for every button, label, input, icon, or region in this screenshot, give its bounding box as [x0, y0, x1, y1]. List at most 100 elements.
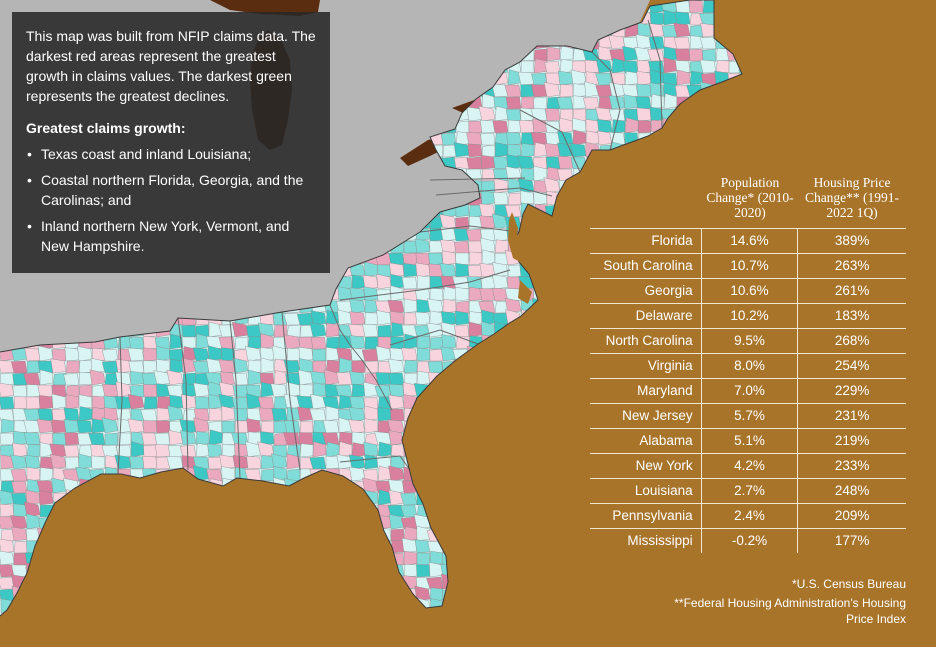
- county-cell: [728, 156, 742, 170]
- county-cell: [559, 45, 574, 62]
- county-cell: [39, 550, 54, 566]
- county-cell: [38, 395, 54, 410]
- county-cell: [741, 59, 742, 74]
- county-cell: [480, 155, 496, 170]
- county-cell: [467, 264, 483, 278]
- claims-growth-list: Texas coast and inland Louisiana; Coasta…: [26, 144, 316, 256]
- county-cell: [258, 540, 275, 554]
- county-cell: [557, 432, 574, 446]
- county-cell: [63, 444, 80, 458]
- county-cell: [63, 575, 80, 590]
- housing-price-cell: 248%: [834, 483, 870, 498]
- county-cell: [622, 609, 639, 616]
- county-cell: [270, 539, 288, 554]
- county-cell: [13, 396, 28, 410]
- county-cell: [156, 420, 171, 434]
- housing-price-cell: 177%: [834, 533, 870, 548]
- county-cell: [349, 371, 366, 386]
- county-cell: [546, 288, 561, 302]
- county-cell: [284, 539, 301, 554]
- county-cell: [504, 600, 522, 614]
- county-cell: [506, 419, 522, 434]
- county-cell: [258, 516, 275, 530]
- county-cell: [195, 443, 210, 458]
- state-cell: Louisiana: [590, 479, 702, 503]
- county-cell: [429, 455, 444, 470]
- county-cell: [403, 298, 418, 314]
- county-cell: [39, 467, 54, 482]
- county-cell: [390, 444, 405, 458]
- county-cell: [700, 36, 717, 50]
- county-cell: [416, 444, 431, 458]
- county-cell: [507, 394, 522, 410]
- county-cell: [559, 249, 574, 266]
- county-cell: [23, 612, 41, 616]
- county-cell: [169, 528, 184, 542]
- county-cell: [364, 528, 379, 542]
- county-cell: [557, 573, 574, 590]
- county-cell: [193, 612, 210, 616]
- table-row: New York 4.2% 233%: [590, 453, 906, 478]
- county-cell: [662, 144, 678, 158]
- county-cell: [388, 383, 405, 398]
- county-cell: [572, 454, 587, 470]
- county-cell: [142, 347, 158, 362]
- county-cell: [156, 587, 171, 602]
- county-cell: [309, 587, 327, 602]
- county-cell: [622, 588, 639, 602]
- county-cell: [218, 562, 236, 578]
- county-cell: [571, 600, 587, 614]
- county-cell: [572, 190, 587, 206]
- county-cell: [466, 549, 483, 566]
- county-cell: [465, 369, 483, 386]
- county-cell: [429, 348, 444, 362]
- county-cell: [234, 492, 249, 506]
- county-cell: [507, 264, 522, 278]
- county-cell: [377, 324, 392, 338]
- county-cell: [494, 609, 509, 616]
- county-cell: [323, 491, 340, 506]
- county-cell: [465, 408, 483, 422]
- county-cell: [715, 144, 730, 158]
- county-cell: [194, 552, 210, 566]
- county-cell: [245, 516, 262, 530]
- county-cell: [455, 310, 470, 326]
- county-cell: [545, 492, 561, 506]
- claims-growth-heading: Greatest claims growth:: [26, 120, 186, 136]
- county-cell: [598, 156, 613, 170]
- population-change-cell: 10.7%: [702, 254, 799, 278]
- population-change-cell: 7.0%: [702, 379, 799, 403]
- county-cell: [351, 562, 366, 578]
- county-cell: [234, 516, 249, 530]
- county-cell: [337, 610, 353, 616]
- county-cell: [715, 551, 730, 566]
- county-cell: [416, 335, 431, 350]
- county-cell: [571, 563, 587, 578]
- county-cell: [532, 213, 548, 230]
- county-cell: [442, 503, 457, 518]
- county-cell: [26, 585, 41, 602]
- county-cell: [492, 347, 509, 362]
- table-row: New Jersey 5.7% 231%: [590, 403, 906, 428]
- county-cell: [479, 468, 496, 482]
- county-cell: [117, 587, 132, 602]
- county-cell: [481, 408, 496, 422]
- county-cell: [689, 24, 704, 38]
- county-cell: [364, 432, 379, 446]
- coastline: [0, 0, 743, 617]
- table-row: South Carolina 10.7% 263%: [590, 253, 906, 278]
- county-cell: [611, 612, 626, 616]
- county-cell: [0, 576, 15, 590]
- county-cell: [351, 612, 366, 616]
- county-cell: [246, 538, 262, 554]
- county-cell: [519, 240, 535, 254]
- county-cell: [401, 588, 418, 602]
- county-cell: [169, 563, 184, 578]
- county-cell: [520, 527, 535, 542]
- county-cell: [142, 576, 158, 590]
- county-cell: [336, 540, 353, 554]
- county-cell: [208, 478, 223, 494]
- county-cell: [154, 492, 171, 506]
- county-cell: [517, 540, 535, 554]
- county-cell: [312, 526, 327, 542]
